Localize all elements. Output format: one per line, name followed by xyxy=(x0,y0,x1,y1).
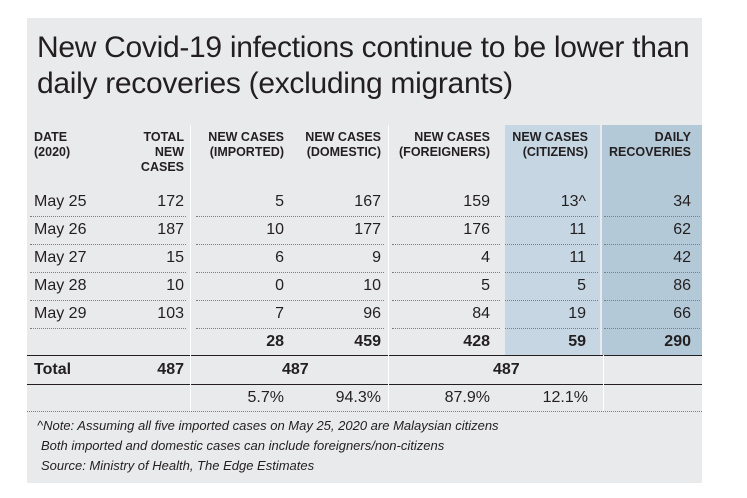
cell-imported: 10 xyxy=(266,221,284,238)
subtotal-recoveries: 290 xyxy=(664,333,691,350)
row-separator xyxy=(604,244,700,245)
row-separator xyxy=(392,328,500,329)
row-separator xyxy=(505,300,598,301)
row-separator xyxy=(505,216,598,217)
recoveries-column-bg xyxy=(602,125,702,355)
cell-imported: 7 xyxy=(275,305,284,322)
subtotal-domestic: 459 xyxy=(354,333,381,350)
row-separator xyxy=(604,272,700,273)
row-separator xyxy=(392,244,500,245)
cell-domestic: 96 xyxy=(363,305,381,322)
cell-foreigners: 4 xyxy=(481,249,490,266)
cell-citizens: 5 xyxy=(577,277,586,294)
subtotal-foreigners: 428 xyxy=(463,333,490,350)
row-separator xyxy=(196,272,384,273)
cell-recoveries: 66 xyxy=(673,305,691,322)
total-label: Total xyxy=(34,361,72,378)
cell-foreigners: 176 xyxy=(463,221,490,238)
total-rule xyxy=(27,355,702,356)
percent-citizens: 12.1% xyxy=(542,389,588,406)
row-separator xyxy=(505,328,598,329)
cell-imported: 6 xyxy=(275,249,284,266)
percent-rule xyxy=(27,411,702,412)
cell-domestic: 9 xyxy=(372,249,381,266)
total-foreigners-citizens: 487 xyxy=(493,361,520,378)
row-separator xyxy=(30,272,186,273)
header-total: TOTAL NEW CASES xyxy=(140,130,184,174)
row-separator xyxy=(392,272,500,273)
row-separator xyxy=(604,328,700,329)
cell-foreigners: 84 xyxy=(472,305,490,322)
total-value: 487 xyxy=(157,361,184,378)
row-separator xyxy=(505,244,598,245)
header-domestic: NEW CASES (DOMESTIC) xyxy=(305,130,381,159)
cell-total: 187 xyxy=(157,221,184,238)
cell-domestic: 177 xyxy=(354,221,381,238)
cell-citizens: 11 xyxy=(569,221,586,238)
percent-domestic: 94.3% xyxy=(335,389,381,406)
row-date: May 25 xyxy=(34,193,87,210)
row-separator xyxy=(196,300,384,301)
header-imported: NEW CASES (IMPORTED) xyxy=(208,130,284,159)
percent-imported: 5.7% xyxy=(247,389,284,406)
cell-domestic: 10 xyxy=(363,277,381,294)
column-divider xyxy=(603,355,604,411)
total-rule xyxy=(27,384,702,385)
cell-foreigners: 5 xyxy=(481,277,490,294)
column-divider xyxy=(190,125,191,411)
cell-imported: 5 xyxy=(275,193,284,210)
header-recoveries: DAILY RECOVERIES xyxy=(609,130,691,159)
subtotal-citizens: 59 xyxy=(568,333,586,350)
cell-citizens: 19 xyxy=(568,305,586,322)
cell-citizens: 13^ xyxy=(560,193,586,210)
total-imported-domestic: 487 xyxy=(282,361,309,378)
cell-recoveries: 34 xyxy=(673,193,691,210)
row-date: May 29 xyxy=(34,305,87,322)
row-separator xyxy=(30,328,186,329)
cell-recoveries: 62 xyxy=(673,221,691,238)
row-date: May 28 xyxy=(34,277,87,294)
note-line: Both imported and domestic cases can inc… xyxy=(41,438,445,453)
cell-total: 172 xyxy=(157,193,184,210)
row-separator xyxy=(196,216,384,217)
row-separator xyxy=(30,300,186,301)
row-date: May 26 xyxy=(34,221,87,238)
cell-domestic: 167 xyxy=(354,193,381,210)
header-foreigners: NEW CASES (FOREIGNERS) xyxy=(399,130,490,159)
row-separator xyxy=(196,244,384,245)
column-divider xyxy=(388,125,389,411)
chart-title: New Covid-19 infections continue to be l… xyxy=(37,31,690,100)
row-date: May 27 xyxy=(34,249,87,266)
cell-imported: 0 xyxy=(275,277,284,294)
note-line: Source: Ministry of Health, The Edge Est… xyxy=(41,458,315,473)
cell-recoveries: 86 xyxy=(673,277,691,294)
row-separator xyxy=(604,216,700,217)
percent-foreigners: 87.9% xyxy=(444,389,490,406)
cell-total: 103 xyxy=(157,305,184,322)
row-separator xyxy=(196,328,384,329)
cell-citizens: 11 xyxy=(569,249,586,266)
cell-total: 15 xyxy=(166,249,184,266)
cell-recoveries: 42 xyxy=(673,249,691,266)
note-line: ^Note: Assuming all five imported cases … xyxy=(37,418,499,433)
row-separator xyxy=(392,216,500,217)
cell-foreigners: 159 xyxy=(463,193,490,210)
header-date: DATE (2020) xyxy=(34,130,71,159)
row-separator xyxy=(30,216,186,217)
row-separator xyxy=(604,300,700,301)
cell-total: 10 xyxy=(166,277,184,294)
row-separator xyxy=(505,272,598,273)
subtotal-imported: 28 xyxy=(266,333,284,350)
row-separator xyxy=(30,244,186,245)
citizens-column-bg xyxy=(505,125,600,355)
header-citizens: NEW CASES (CITIZENS) xyxy=(512,130,588,159)
row-separator xyxy=(392,300,500,301)
